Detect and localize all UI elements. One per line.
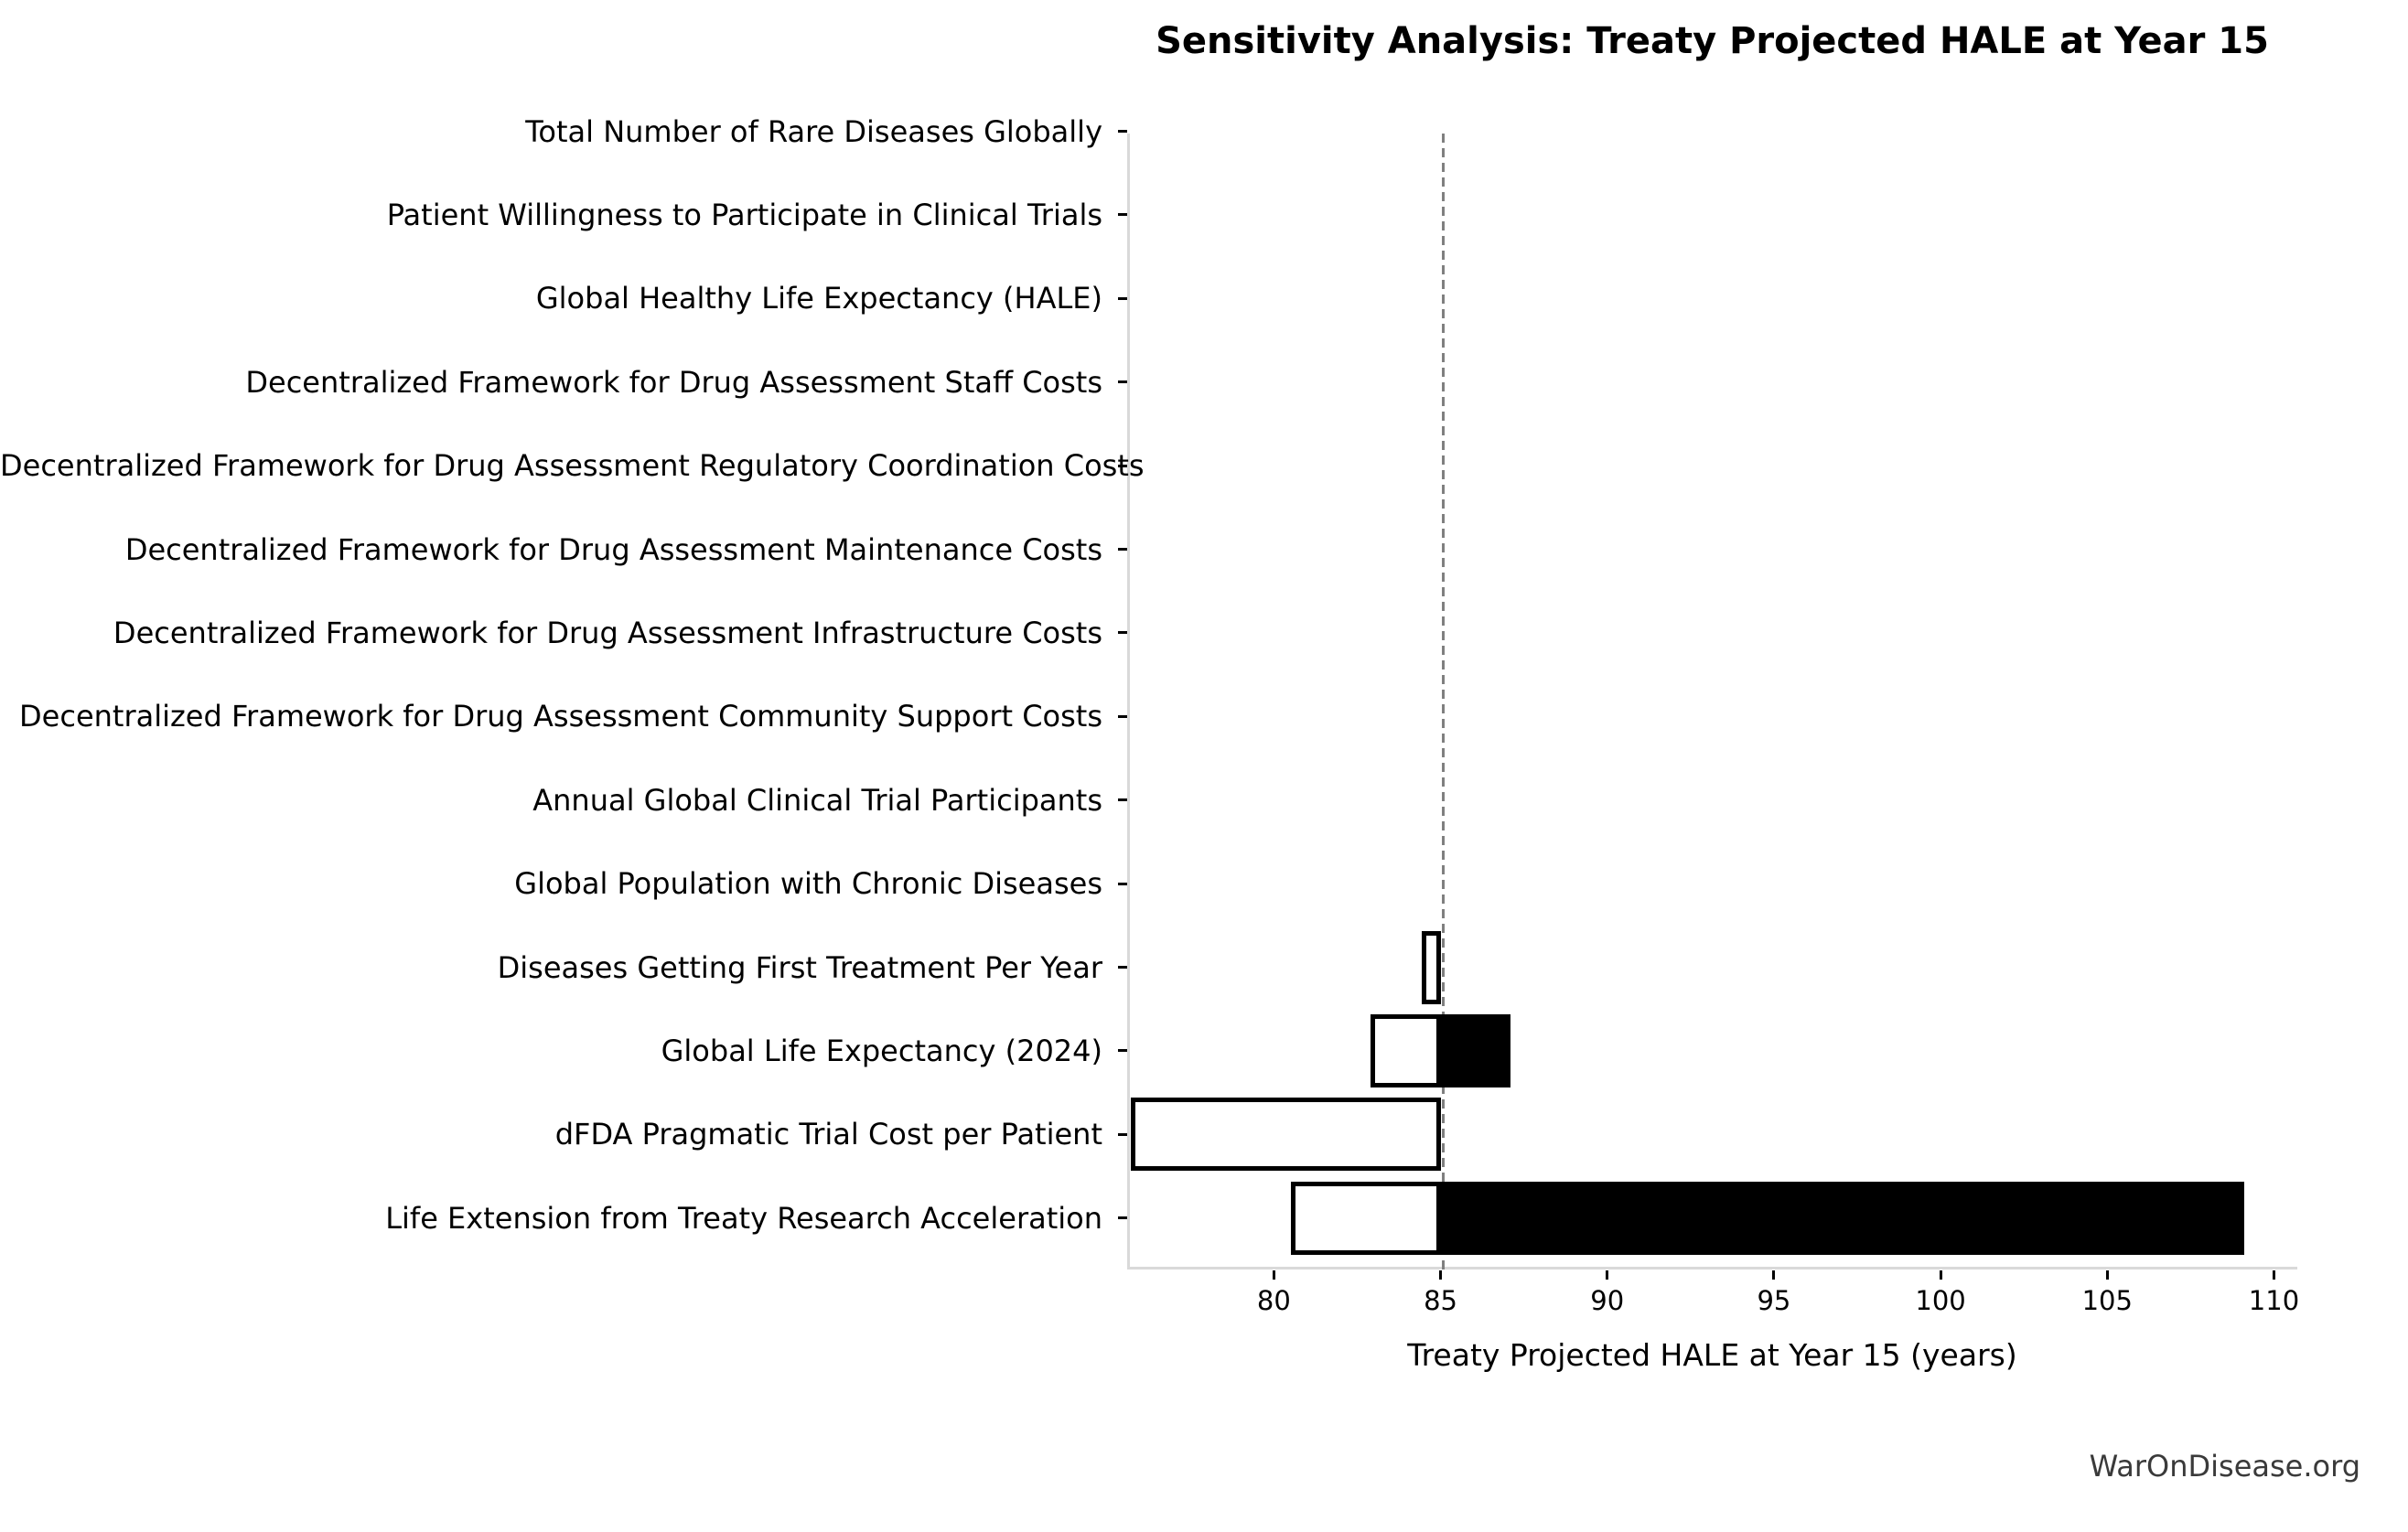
x-axis-tick-label: 85 — [1424, 1285, 1457, 1316]
category-label: dFDA Pragmatic Trial Cost per Patient — [554, 1117, 1102, 1152]
category-label: Decentralized Framework for Drug Assessm… — [124, 531, 1102, 567]
category-label: Patient Willingness to Participate in Cl… — [386, 197, 1102, 232]
category-label: Global Population with Chronic Diseases — [514, 866, 1102, 902]
category-label: Decentralized Framework for Drug Assessm… — [245, 364, 1102, 400]
x-axis-tick-label: 95 — [1757, 1285, 1791, 1316]
category-label: Decentralized Framework for Drug Assessm… — [0, 448, 1145, 484]
category-label: Global Healthy Life Expectancy (HALE) — [535, 281, 1102, 316]
category-label: Decentralized Framework for Drug Assessm… — [19, 699, 1102, 734]
y-axis-tick — [1118, 464, 1127, 467]
x-axis-tick-label: 110 — [2248, 1285, 2300, 1316]
category-label: Diseases Getting First Treatment Per Yea… — [497, 949, 1102, 985]
category-label: Global Life Expectancy (2024) — [661, 1033, 1102, 1068]
x-axis-tick — [1772, 1270, 1776, 1280]
x-axis-tick-label: 80 — [1256, 1285, 1291, 1316]
category-label: Total Number of Rare Diseases Globally — [525, 113, 1102, 149]
x-axis-tick-label: 100 — [1915, 1285, 1966, 1316]
y-axis-tick — [1118, 213, 1127, 217]
sensitivity-bar-low — [1130, 1098, 1441, 1172]
x-axis-tick — [1439, 1270, 1443, 1280]
x-axis-tick-label: 90 — [1590, 1285, 1625, 1316]
y-axis-tick — [1118, 296, 1127, 300]
sensitivity-bar-low — [1422, 930, 1441, 1004]
x-axis-tick — [1939, 1270, 1942, 1280]
chart-title: Sensitivity Analysis: Treaty Projected H… — [1156, 20, 2269, 62]
x-axis-tick — [1606, 1270, 1609, 1280]
x-axis-tick-label: 105 — [2081, 1285, 2133, 1316]
sensitivity-bar-high — [1440, 1013, 1511, 1087]
category-label: Decentralized Framework for Drug Assessm… — [113, 615, 1102, 650]
y-axis-tick — [1118, 130, 1127, 133]
y-axis-tick — [1118, 798, 1127, 802]
y-axis-tick — [1118, 548, 1127, 551]
x-axis-tick — [2105, 1270, 2109, 1280]
sensitivity-bar-high — [1440, 1181, 2244, 1255]
x-axis-tick — [1272, 1270, 1275, 1280]
y-axis-tick — [1118, 380, 1127, 384]
y-axis-tick — [1118, 1216, 1127, 1220]
sensitivity-bar-low — [1371, 1013, 1441, 1087]
plot-area — [1127, 134, 2297, 1270]
y-axis-tick — [1118, 1049, 1127, 1053]
y-axis-tick — [1118, 882, 1127, 885]
category-label: Life Extension from Treaty Research Acce… — [385, 1200, 1102, 1236]
sensitivity-bar-low — [1290, 1181, 1441, 1255]
y-axis-tick — [1118, 966, 1127, 969]
y-axis-tick — [1118, 714, 1127, 718]
x-axis-tick — [2272, 1270, 2275, 1280]
baseline-dashed-line — [1442, 134, 1446, 1270]
y-axis-tick — [1118, 631, 1127, 635]
watermark: WarOnDisease.org — [2089, 1449, 2360, 1484]
category-label: Annual Global Clinical Trial Participant… — [532, 782, 1102, 818]
x-axis-title: Treaty Projected HALE at Year 15 (years) — [1407, 1337, 2017, 1373]
y-axis-tick — [1118, 1132, 1127, 1136]
